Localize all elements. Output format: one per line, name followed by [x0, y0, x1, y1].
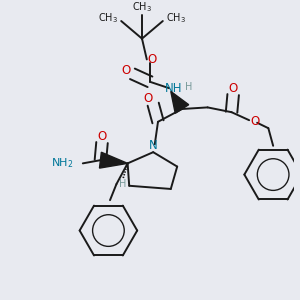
Text: H: H [185, 82, 192, 92]
Text: H: H [119, 179, 127, 189]
Text: O: O [122, 64, 130, 77]
Text: N: N [149, 139, 158, 152]
Text: O: O [147, 53, 156, 66]
Text: O: O [144, 92, 153, 105]
Text: O: O [98, 130, 106, 143]
Text: CH$_3$: CH$_3$ [98, 11, 118, 25]
Text: CH$_3$: CH$_3$ [132, 0, 152, 14]
Text: O: O [250, 115, 260, 128]
Polygon shape [100, 152, 128, 168]
Polygon shape [171, 92, 189, 113]
Text: NH: NH [165, 82, 183, 95]
Text: CH$_3$: CH$_3$ [166, 11, 186, 25]
Text: O: O [229, 82, 238, 95]
Text: NH$_2$: NH$_2$ [51, 157, 73, 170]
